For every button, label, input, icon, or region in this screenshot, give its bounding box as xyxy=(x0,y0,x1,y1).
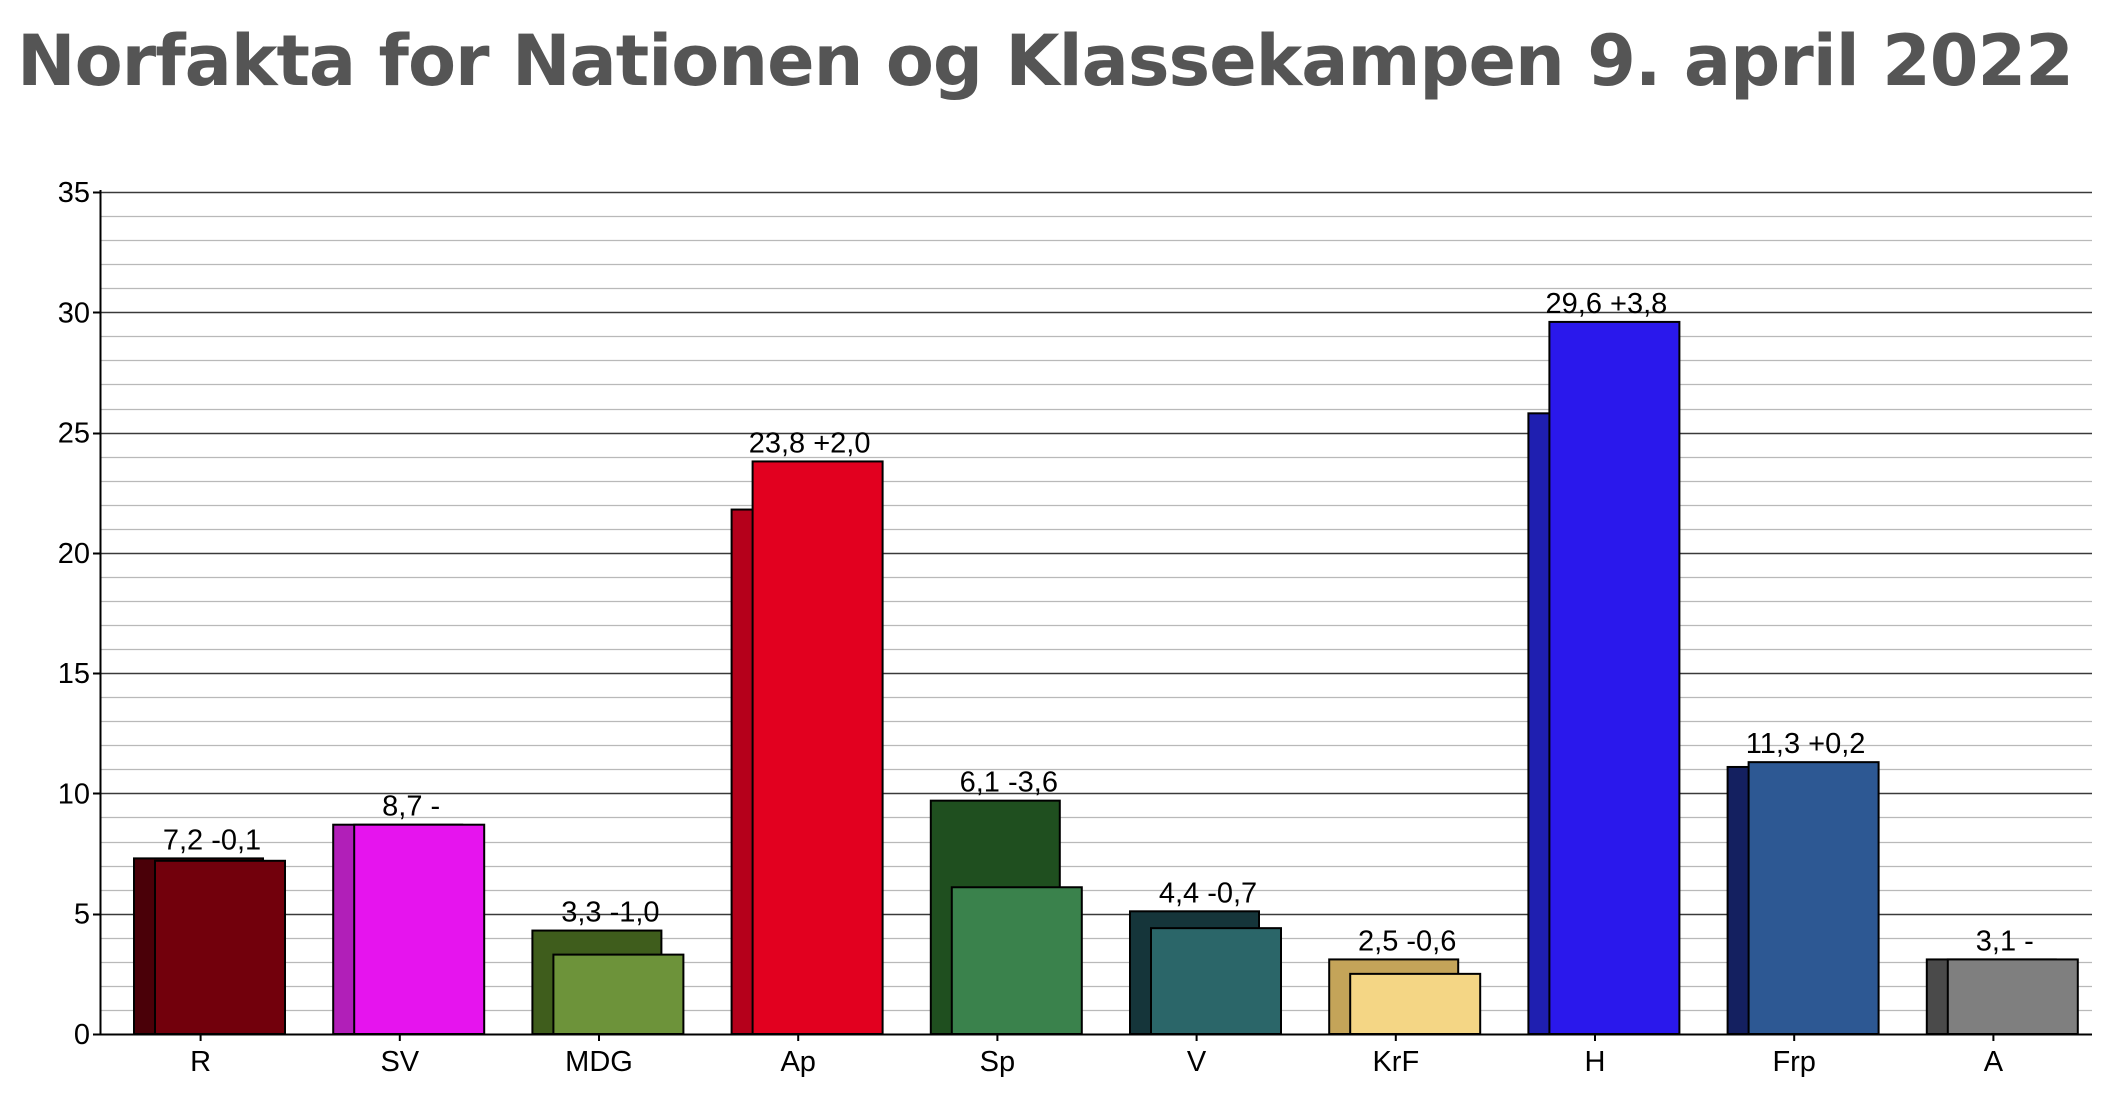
data-label-ap: 23,8 +2,0 xyxy=(749,427,871,459)
bar-current-ap xyxy=(751,460,884,1035)
x-tick-label-mdg: MDG xyxy=(565,1046,633,1078)
data-label-v: 4,4 -0,7 xyxy=(1159,877,1257,909)
y-tick-label: 15 xyxy=(58,658,90,690)
data-label-mdg: 3,3 -1,0 xyxy=(561,897,659,929)
x-tick-label-a: A xyxy=(1984,1046,2004,1078)
x-tick-label-r: R xyxy=(190,1046,211,1078)
bar-current-sp xyxy=(950,886,1083,1035)
data-label-frp: 11,3 +0,2 xyxy=(1746,728,1866,760)
bar-current-r xyxy=(154,859,286,1035)
bar-current-v xyxy=(1150,927,1282,1035)
bars xyxy=(133,320,2079,1036)
x-tick-label-h: H xyxy=(1585,1046,1606,1078)
y-tick-label: 5 xyxy=(74,899,90,931)
x-tick-label-sp: Sp xyxy=(980,1046,1015,1078)
data-label-sp: 6,1 -3,6 xyxy=(960,767,1058,799)
x-tick-label-krf: KrF xyxy=(1372,1046,1419,1078)
x-tick-label-v: V xyxy=(1187,1046,1207,1078)
data-label-krf: 2,5 -0,6 xyxy=(1358,925,1456,957)
x-tick-label-ap: Ap xyxy=(780,1046,815,1078)
bar-current-krf xyxy=(1349,972,1482,1035)
y-tick-label: 20 xyxy=(58,538,90,570)
bar-current-h xyxy=(1548,320,1681,1035)
y-tick-label: 25 xyxy=(58,418,90,450)
data-label-a: 3,1 - xyxy=(1976,925,2034,957)
chart-title: Norfakta for Nationen og Klassekampen 9.… xyxy=(17,20,2074,102)
x-tick-label-frp: Frp xyxy=(1772,1046,1816,1078)
y-tick-label: 30 xyxy=(58,297,90,329)
bar-current-mdg xyxy=(552,953,685,1036)
bar-current-a xyxy=(1946,958,2079,1035)
data-label-h: 29,6 +3,8 xyxy=(1546,288,1668,320)
data-label-sv: 8,7 - xyxy=(382,791,440,823)
y-tick-label: 35 xyxy=(58,177,90,209)
bar-current-frp xyxy=(1747,761,1880,1035)
labels: 7,2 -0,1 R 8,7 - SV 3,3 -1,0 MDG 23,8 +2,0 Ap 6,… xyxy=(163,288,2034,1078)
y-tick-label: 0 xyxy=(74,1019,90,1051)
y-tick-label: 10 xyxy=(58,778,90,810)
data-label-r: 7,2 -0,1 xyxy=(163,824,261,856)
x-tick-label-sv: SV xyxy=(380,1046,419,1078)
bar-current-sv xyxy=(353,823,486,1036)
